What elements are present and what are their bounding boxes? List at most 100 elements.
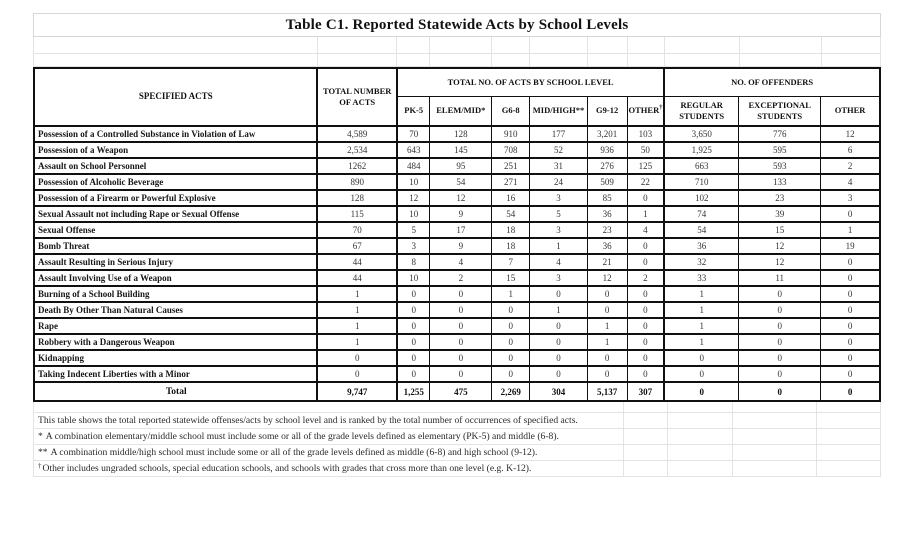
value-cell: 1 [316, 333, 398, 351]
value-cell: 0 [429, 301, 493, 319]
empty-grid-cell [34, 413, 624, 428]
empty-grid-cell [822, 54, 881, 66]
empty-grid-cell [668, 461, 733, 476]
value-cell: 39 [738, 205, 822, 223]
act-label: Assault on School Personnel [33, 157, 318, 175]
value-cell: 593 [738, 157, 822, 175]
empty-grid-cell [668, 445, 733, 460]
table-row: Death By Other Than Natural Causes 1 0 0 0 1 0… [33, 301, 881, 319]
table-row: Sexual Offense 70 5 17 18 3 23 4 54 15 1 [33, 221, 881, 239]
value-cell: 3 [395, 237, 431, 255]
value-cell: 102 [663, 189, 740, 207]
col-header-label: OTHER [834, 105, 866, 116]
value-cell: 54 [491, 205, 531, 223]
act-label: Possession of Alcoholic Beverage [33, 173, 318, 191]
footnote-body: This table shows the total reported stat… [38, 415, 578, 426]
total-number-line1: TOTAL NUMBER [322, 86, 392, 97]
value-cell: 0 [491, 317, 531, 335]
value-cell: 4,589 [316, 125, 398, 143]
sheet-grid: Table C1. Reported Statewide Acts by Sch… [33, 13, 881, 477]
value-cell: 36 [586, 205, 628, 223]
value-cell: 36 [586, 237, 628, 255]
value-cell: 5,137 [586, 381, 628, 402]
footnote-text: * A combination elementary/middle school … [38, 429, 559, 444]
value-cell: 0 [663, 381, 740, 402]
empty-grid-cell [34, 445, 624, 460]
value-cell: 18 [491, 237, 531, 255]
value-cell: 0 [663, 365, 740, 383]
table-row: Kidnapping 0 0 0 0 0 0 0 0 0 0 [33, 349, 881, 367]
empty-grid-cell [733, 429, 818, 444]
empty-grid-cell [430, 54, 493, 66]
footnote: * A combination elementary/middle school … [33, 429, 881, 445]
value-cell: 128 [316, 189, 398, 207]
col-header-label: PK-5 [404, 105, 424, 116]
value-cell: 0 [820, 381, 881, 402]
value-cell: 1 [586, 317, 628, 335]
value-cell: 475 [429, 381, 493, 402]
value-cell: 1 [626, 205, 665, 223]
col-header-label: G6-8 [501, 105, 520, 116]
value-cell: 0 [395, 365, 431, 383]
value-cell: 0 [663, 349, 740, 367]
value-cell: 4 [626, 221, 665, 239]
value-cell: 1 [316, 301, 398, 319]
value-cell: 145 [429, 141, 493, 159]
empty-grid-cell [628, 37, 665, 53]
empty-grid-cell [740, 37, 822, 53]
value-cell: 0 [738, 349, 822, 367]
col-header-label: EXCEPTIONAL STUDENTS [748, 100, 811, 121]
col-header-g9-12: G9-12 [586, 95, 628, 127]
act-label: Bomb Threat [33, 237, 318, 255]
value-cell: 125 [626, 157, 665, 175]
empty-grid-cell [624, 445, 669, 460]
table-row: Burning of a School Building 1 0 0 1 0 0 0 1 0 0 [33, 285, 881, 303]
value-cell: 0 [626, 349, 665, 367]
value-cell: 15 [738, 221, 822, 239]
act-label: Taking Indecent Liberties with a Minor [33, 365, 318, 383]
value-cell: 0 [738, 365, 822, 383]
value-cell: 1 [586, 333, 628, 351]
footnote-marker: * [38, 431, 43, 442]
empty-grid-cell [624, 461, 669, 476]
empty-grid-cell [665, 54, 740, 66]
act-label: Robbery with a Dangerous Weapon [33, 333, 318, 351]
value-cell: 3,650 [663, 125, 740, 143]
value-cell: 0 [529, 365, 588, 383]
value-cell: 133 [738, 173, 822, 191]
value-cell: 0 [738, 381, 822, 402]
col-header-specified-acts: SPECIFIED ACTS [33, 67, 318, 127]
value-cell: 0 [626, 317, 665, 335]
act-label: Possession of a Firearm or Powerful Expl… [33, 189, 318, 207]
empty-grid-cell [34, 54, 318, 66]
value-cell: 4 [820, 173, 881, 191]
value-cell: 54 [429, 173, 493, 191]
value-cell: 304 [529, 381, 588, 402]
value-cell: 17 [429, 221, 493, 239]
value-cell: 0 [395, 333, 431, 351]
empty-grid-cell [588, 54, 628, 66]
value-cell: 0 [820, 333, 881, 351]
empty-grid-cell [492, 54, 531, 66]
dagger-mark: † [659, 104, 663, 112]
value-cell: 2,534 [316, 141, 398, 159]
value-cell: 9 [429, 205, 493, 223]
table-row: Possession of a Controlled Substance in … [33, 125, 881, 143]
value-cell: 0 [316, 365, 398, 383]
value-cell: 36 [663, 237, 740, 255]
value-cell: 1 [316, 285, 398, 303]
value-cell: 11 [738, 269, 822, 287]
value-cell: 24 [529, 173, 588, 191]
table-row: Assault Resulting in Serious Injury 44 8 4 7… [33, 253, 881, 271]
col-header-other: OTHER† [626, 95, 665, 127]
footnote: ** A combination middle/high school must … [33, 445, 881, 461]
col-header-total-number-of-acts: TOTAL NUMBER OF ACTS [316, 67, 398, 127]
value-cell: 0 [626, 333, 665, 351]
value-cell: 9 [429, 237, 493, 255]
col-header-other: OTHER [820, 95, 881, 127]
value-cell: 1 [663, 317, 740, 335]
value-cell: 0 [529, 349, 588, 367]
value-cell: 115 [316, 205, 398, 223]
value-cell: 2,269 [491, 381, 531, 402]
empty-grid-cell [733, 445, 818, 460]
